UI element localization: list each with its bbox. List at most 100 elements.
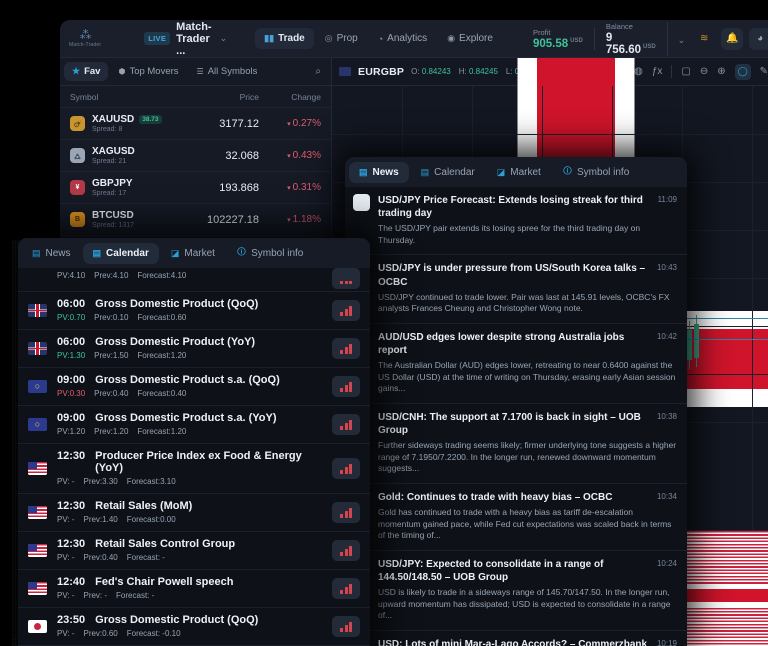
stat-label: Balance [605,21,633,31]
nav-item-trade[interactable]: ▮▮ Trade [255,28,314,49]
calendar-row[interactable]: 06:00 Gross Domestic Product (YoY) PV:1.30… [18,330,370,368]
calendar-row[interactable]: 23:50 Gross Domestic Product (QoQ) PV: - Pr… [18,608,370,646]
account-stats: Profit 905.58 USD Balance 9 756.60 USD ⌄ [522,21,694,56]
nav-item-explore[interactable]: ◉ Explore [438,28,502,49]
news-item[interactable]: USD/JPY Price Forecast: Extends losing s… [345,187,687,256]
tab-market[interactable]: ◪ Market [487,162,551,183]
news-item[interactable]: USD/CNH: The support at 7.1700 is back i… [345,404,687,484]
pv-value: PV:0.70 [57,313,86,322]
news-header: USD/CNH: The support at 7.1700 is back i… [378,411,677,437]
brand-logo[interactable]: ⁂ Match-Trader [68,27,102,48]
event-name: Retail Sales Control Group [95,538,236,550]
news-time: 11:09 [657,195,677,204]
chevron-down-icon[interactable]: ⌄ [219,33,228,43]
currency-code: USD [570,37,583,44]
calendar-row[interactable]: 12:40 Fed's Chair Powell speech PV: - Prev:… [18,570,370,608]
calendar-row-values: PV: - Prev:1.40 Forecast:0.00 [57,515,332,524]
wifi-icon[interactable]: ≋ [700,33,709,44]
calendar-row[interactable]: 09:00 Gross Domestic Product s.a. (QoQ) PV… [18,368,370,406]
prev-value: Prev:4.10 [94,271,129,280]
calendar-row-partial[interactable]: PV:4.10 Prev:4.10 Forecast:4.10 [18,268,370,292]
calendar-row[interactable]: 12:30 Retail Sales Control Group PV: - Prev… [18,532,370,570]
tab-label: Market [510,166,541,178]
logo-mark-icon: ⁂ [79,27,92,42]
calendar-row[interactable]: 06:00 Gross Domestic Product (QoQ) PV:0.70… [18,292,370,330]
event-time: 12:30 [57,450,86,462]
calendar-row[interactable]: 12:30 Retail Sales (MoM) PV: - Prev:1.40 For… [18,494,370,532]
tab-label: Symbol info [577,166,630,178]
news-title: AUD/USD edges lower despite strong Austr… [378,331,625,357]
calendar-row[interactable]: 09:00 Gross Domestic Product s.a. (YoY) PV… [18,406,370,444]
calendar-row-values: PV:4.10 Prev:4.10 Forecast:4.10 [57,271,332,280]
stats-expand[interactable]: ⌄ [668,30,694,48]
news-body: USD/CNH: The support at 7.1700 is back i… [378,411,677,475]
pv-value: PV:1.20 [57,427,86,436]
symbol-spread: Spread: 17 [92,190,127,197]
symbol-spread: Spread: 8 [92,126,123,133]
tab-label: Symbol info [251,247,304,259]
chart-toolbar: EURGBP O: 0.84243 H: 0.84245 L: 0.84235 … [332,58,768,86]
chevron-down-icon: ⌄ [677,34,686,45]
pv-value: PV:0.30 [57,389,86,398]
compass-icon: ◉ [447,33,456,43]
tab-market[interactable]: ◪ Market [161,243,225,264]
prev-value: Prev:3.30 [83,477,118,486]
column-price: Price [239,92,259,102]
news-item[interactable]: USD/JPY is under pressure from US/South … [345,255,687,324]
news-panel-card: ▤ News ▤ Calendar ◪ Market 🛈 Symbol info… [345,157,687,646]
nav-item-analytics[interactable]: ◔ Analytics [369,28,436,49]
nav-item-prop[interactable]: ◎ Prop [316,28,367,49]
news-body: USD/JPY is under pressure from US/South … [378,262,677,314]
calendar-row[interactable]: 12:30 Producer Price Index ex Food & Ener… [18,444,370,494]
news-item[interactable]: USD/JPY: Expected to consolidate in a ra… [345,551,687,631]
nav-label: Prop [336,33,358,44]
calendar-row-body: 23:50 Gross Domestic Product (QoQ) PV: - Pr… [57,614,332,638]
watchlist-tab-all-symbols[interactable]: ☰ All Symbols [189,62,266,81]
tab-symbol-info[interactable]: 🛈 Symbol info [553,159,639,185]
watchlist-row[interactable]: 🜛 XAGUSD Spread: 21 32.068 ▾ 0.43% [60,139,331,171]
rocket-icon: ⬢ [118,67,126,76]
account-name: Match-Trader ... [176,20,212,57]
tab-label: News [45,247,71,259]
event-time: 06:00 [57,298,86,310]
star-icon: ★ [72,66,81,76]
tab-news[interactable]: ▤ News [22,243,81,264]
brand-name: Match-Trader [69,41,102,48]
watchlist-column-headers: Symbol Price Change [60,86,331,107]
watchlist-tab-fav[interactable]: ★ Fav [64,62,109,81]
forecast-value: Forecast:0.00 [126,515,176,524]
calendar-row-body: 09:00 Gross Domestic Product s.a. (QoQ) PV… [57,374,332,398]
tab-calendar[interactable]: ▤ Calendar [82,242,159,264]
symbol-info: XAUUSD 38.73 Spread: 8 [92,114,183,133]
account-selector[interactable]: LIVE Match-Trader ... ⌄ [144,21,227,57]
tab-news[interactable]: ▤ News [349,161,409,183]
search-icon[interactable]: ⌕ [315,66,321,77]
watchlist-row[interactable]: ¥ GBPJPY Spread: 17 193.868 ▾ 0.31% [60,171,331,203]
forecast-value: Forecast: -0.10 [126,629,181,638]
watchlist-tab-top-movers[interactable]: ⬢ Top Movers [110,62,186,81]
news-item[interactable]: AUD/USD edges lower despite strong Austr… [345,324,687,404]
tab-label: Calendar [106,247,149,259]
chart-bars-icon: ▮▮ [264,33,275,43]
news-item[interactable]: USD: Lots of mini Mar-a-Lago Accords? – … [345,631,687,646]
calendar-row-body: 09:00 Gross Domestic Product s.a. (YoY) PV… [57,412,332,436]
symbol-price: 3177.12 [219,117,259,130]
arrow-down-icon: ▾ [287,217,291,224]
bell-icon[interactable]: 🔔 [721,27,744,50]
profile-icon[interactable]: ◕ [749,27,768,50]
country-flag-icon [28,417,47,431]
calendar-card-tabs: ▤ News ▤ Calendar ◪ Market 🛈 Symbol info [18,238,370,268]
event-name: Gross Domestic Product (QoQ) [95,298,259,310]
news-item[interactable]: Gold: Continues to trade with heavy bias… [345,484,687,551]
watchlist-row[interactable]: B BTCUSD Spread: 1317 102227.18 ▾ 1.18% [60,203,331,235]
market-chart-icon: ◪ [496,166,506,177]
prev-value: Prev:0.60 [83,629,118,638]
tab-calendar[interactable]: ▤ Calendar [411,162,485,183]
news-title: USD/JPY Price Forecast: Extends losing s… [378,195,643,220]
news-body: USD/JPY Price Forecast: Extends losing s… [378,194,677,246]
news-summary: The USD/JPY pair extends its losing spre… [378,223,641,245]
news-card-tabs: ▤ News ▤ Calendar ◪ Market 🛈 Symbol info [345,157,687,187]
watchlist-row[interactable]: 🜚 XAUUSD 38.73 Spread: 8 3177.12 ▾ 0.27% [60,107,331,139]
news-header: Gold: Continues to trade with heavy bias… [378,491,677,504]
tab-symbol-info[interactable]: 🛈 Symbol info [227,240,313,266]
